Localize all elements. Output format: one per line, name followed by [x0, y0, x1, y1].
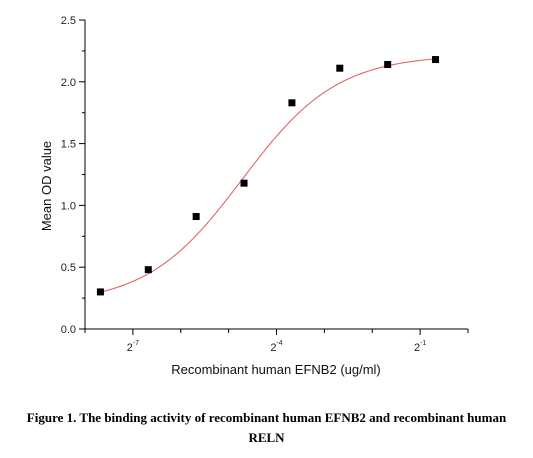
data-point	[432, 56, 440, 64]
fit-curve-layer	[100, 58, 436, 293]
data-point	[96, 288, 104, 296]
data-point	[144, 266, 152, 274]
binding-activity-chart: 0.0 0.5 1.0 1.5 2.0 2.5 2-7 2-4 2-1 Recombinant …	[39, 15, 469, 377]
data-point	[384, 60, 392, 68]
data-point	[336, 64, 344, 72]
figure-caption: Figure 1. The binding activity of recomb…	[0, 408, 533, 448]
axes: 0.0 0.5 1.0 1.5 2.0 2.5 2-7 2-4 2-1	[61, 15, 469, 354]
data-point	[288, 99, 296, 107]
fit-curve	[100, 58, 436, 293]
y-tick-label: 0.5	[61, 262, 76, 274]
x-tick-label: 2-7	[127, 340, 139, 354]
data-points-layer	[96, 56, 440, 296]
data-point	[192, 213, 200, 221]
caption-line-2: RELN	[248, 430, 285, 445]
x-tick-label: 2-1	[414, 340, 426, 354]
y-tick-label: 1.0	[61, 200, 76, 212]
x-tick-label: 2-4	[270, 340, 282, 354]
x-axis-label: Recombinant human EFNB2 (ug/ml)	[171, 362, 381, 377]
y-tick-label: 0.0	[61, 324, 76, 336]
y-tick-label: 1.5	[61, 139, 76, 151]
data-point	[240, 179, 248, 187]
y-tick-label: 2.0	[61, 77, 76, 89]
y-tick-label: 2.5	[61, 15, 76, 27]
y-axis-label: Mean OD value	[39, 141, 54, 231]
caption-line-1: Figure 1. The binding activity of recomb…	[26, 410, 507, 425]
